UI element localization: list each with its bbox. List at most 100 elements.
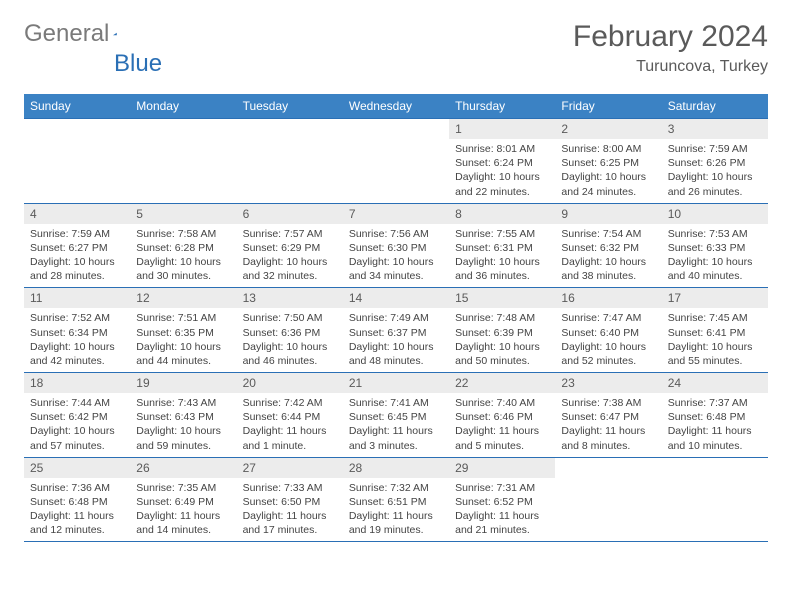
day-number: 19 (130, 373, 236, 393)
day-details: Sunrise: 7:57 AMSunset: 6:29 PMDaylight:… (237, 224, 343, 288)
day-number: 10 (662, 204, 768, 224)
day-number: 29 (449, 458, 555, 478)
day-details: Sunrise: 7:31 AMSunset: 6:52 PMDaylight:… (449, 478, 555, 542)
day-details: Sunrise: 7:59 AMSunset: 6:27 PMDaylight:… (24, 224, 130, 288)
calendar-day-cell: 21Sunrise: 7:41 AMSunset: 6:45 PMDayligh… (343, 373, 449, 458)
day-number: 7 (343, 204, 449, 224)
calendar-day-cell: 19Sunrise: 7:43 AMSunset: 6:43 PMDayligh… (130, 373, 236, 458)
calendar-day-cell: 22Sunrise: 7:40 AMSunset: 6:46 PMDayligh… (449, 373, 555, 458)
calendar-day-cell: 15Sunrise: 7:48 AMSunset: 6:39 PMDayligh… (449, 288, 555, 373)
calendar-header-row: SundayMondayTuesdayWednesdayThursdayFrid… (24, 94, 768, 119)
weekday-header: Sunday (24, 94, 130, 119)
calendar-day-cell: 27Sunrise: 7:33 AMSunset: 6:50 PMDayligh… (237, 457, 343, 542)
calendar-week-row: 18Sunrise: 7:44 AMSunset: 6:42 PMDayligh… (24, 373, 768, 458)
calendar-day-cell: 17Sunrise: 7:45 AMSunset: 6:41 PMDayligh… (662, 288, 768, 373)
logo-triangle-icon (113, 25, 117, 43)
title-block: February 2024 Turuncova, Turkey (573, 20, 768, 76)
calendar-empty-cell (662, 457, 768, 542)
day-details: Sunrise: 7:59 AMSunset: 6:26 PMDaylight:… (662, 139, 768, 203)
day-number: 11 (24, 288, 130, 308)
day-details: Sunrise: 7:49 AMSunset: 6:37 PMDaylight:… (343, 308, 449, 372)
day-details: Sunrise: 7:58 AMSunset: 6:28 PMDaylight:… (130, 224, 236, 288)
day-number: 13 (237, 288, 343, 308)
calendar-day-cell: 14Sunrise: 7:49 AMSunset: 6:37 PMDayligh… (343, 288, 449, 373)
day-number: 6 (237, 204, 343, 224)
day-number: 12 (130, 288, 236, 308)
weekday-header: Friday (555, 94, 661, 119)
calendar-week-row: 4Sunrise: 7:59 AMSunset: 6:27 PMDaylight… (24, 203, 768, 288)
day-number: 26 (130, 458, 236, 478)
day-details: Sunrise: 7:56 AMSunset: 6:30 PMDaylight:… (343, 224, 449, 288)
day-number: 21 (343, 373, 449, 393)
logo-word2: Blue (114, 50, 162, 78)
day-details: Sunrise: 8:00 AMSunset: 6:25 PMDaylight:… (555, 139, 661, 203)
calendar-day-cell: 8Sunrise: 7:55 AMSunset: 6:31 PMDaylight… (449, 203, 555, 288)
calendar-day-cell: 7Sunrise: 7:56 AMSunset: 6:30 PMDaylight… (343, 203, 449, 288)
location: Turuncova, Turkey (573, 58, 768, 76)
calendar-day-cell: 23Sunrise: 7:38 AMSunset: 6:47 PMDayligh… (555, 373, 661, 458)
weekday-header: Monday (130, 94, 236, 119)
day-number: 3 (662, 119, 768, 139)
day-number: 15 (449, 288, 555, 308)
calendar-day-cell: 1Sunrise: 8:01 AMSunset: 6:24 PMDaylight… (449, 119, 555, 204)
day-number: 24 (662, 373, 768, 393)
day-details: Sunrise: 7:45 AMSunset: 6:41 PMDaylight:… (662, 308, 768, 372)
day-details: Sunrise: 7:44 AMSunset: 6:42 PMDaylight:… (24, 393, 130, 457)
day-number: 22 (449, 373, 555, 393)
calendar-day-cell: 26Sunrise: 7:35 AMSunset: 6:49 PMDayligh… (130, 457, 236, 542)
day-number: 17 (662, 288, 768, 308)
day-details: Sunrise: 7:47 AMSunset: 6:40 PMDaylight:… (555, 308, 661, 372)
day-number: 14 (343, 288, 449, 308)
calendar-empty-cell (555, 457, 661, 542)
calendar-day-cell: 16Sunrise: 7:47 AMSunset: 6:40 PMDayligh… (555, 288, 661, 373)
day-details: Sunrise: 7:48 AMSunset: 6:39 PMDaylight:… (449, 308, 555, 372)
day-details: Sunrise: 7:42 AMSunset: 6:44 PMDaylight:… (237, 393, 343, 457)
day-number: 5 (130, 204, 236, 224)
calendar-empty-cell (343, 119, 449, 204)
day-details: Sunrise: 7:51 AMSunset: 6:35 PMDaylight:… (130, 308, 236, 372)
day-details: Sunrise: 7:52 AMSunset: 6:34 PMDaylight:… (24, 308, 130, 372)
logo-word1: General (24, 20, 109, 48)
calendar-day-cell: 20Sunrise: 7:42 AMSunset: 6:44 PMDayligh… (237, 373, 343, 458)
weekday-header: Saturday (662, 94, 768, 119)
day-number: 1 (449, 119, 555, 139)
calendar-day-cell: 25Sunrise: 7:36 AMSunset: 6:48 PMDayligh… (24, 457, 130, 542)
weekday-header: Thursday (449, 94, 555, 119)
day-details: Sunrise: 7:55 AMSunset: 6:31 PMDaylight:… (449, 224, 555, 288)
calendar-week-row: 1Sunrise: 8:01 AMSunset: 6:24 PMDaylight… (24, 119, 768, 204)
day-number: 16 (555, 288, 661, 308)
day-number: 18 (24, 373, 130, 393)
day-details: Sunrise: 7:32 AMSunset: 6:51 PMDaylight:… (343, 478, 449, 542)
calendar-day-cell: 3Sunrise: 7:59 AMSunset: 6:26 PMDaylight… (662, 119, 768, 204)
day-details: Sunrise: 7:38 AMSunset: 6:47 PMDaylight:… (555, 393, 661, 457)
day-number: 4 (24, 204, 130, 224)
calendar-day-cell: 2Sunrise: 8:00 AMSunset: 6:25 PMDaylight… (555, 119, 661, 204)
day-details: Sunrise: 7:37 AMSunset: 6:48 PMDaylight:… (662, 393, 768, 457)
calendar-day-cell: 29Sunrise: 7:31 AMSunset: 6:52 PMDayligh… (449, 457, 555, 542)
day-number: 27 (237, 458, 343, 478)
day-number: 25 (24, 458, 130, 478)
calendar-week-row: 11Sunrise: 7:52 AMSunset: 6:34 PMDayligh… (24, 288, 768, 373)
month-title: February 2024 (573, 20, 768, 54)
day-details: Sunrise: 8:01 AMSunset: 6:24 PMDaylight:… (449, 139, 555, 203)
day-details: Sunrise: 7:40 AMSunset: 6:46 PMDaylight:… (449, 393, 555, 457)
calendar-body: 1Sunrise: 8:01 AMSunset: 6:24 PMDaylight… (24, 119, 768, 542)
day-number: 2 (555, 119, 661, 139)
calendar-empty-cell (237, 119, 343, 204)
calendar-day-cell: 4Sunrise: 7:59 AMSunset: 6:27 PMDaylight… (24, 203, 130, 288)
weekday-header: Tuesday (237, 94, 343, 119)
day-number: 9 (555, 204, 661, 224)
logo: General (24, 20, 139, 48)
day-number: 8 (449, 204, 555, 224)
day-details: Sunrise: 7:53 AMSunset: 6:33 PMDaylight:… (662, 224, 768, 288)
weekday-header: Wednesday (343, 94, 449, 119)
calendar-table: SundayMondayTuesdayWednesdayThursdayFrid… (24, 94, 768, 542)
day-details: Sunrise: 7:43 AMSunset: 6:43 PMDaylight:… (130, 393, 236, 457)
calendar-day-cell: 28Sunrise: 7:32 AMSunset: 6:51 PMDayligh… (343, 457, 449, 542)
day-details: Sunrise: 7:33 AMSunset: 6:50 PMDaylight:… (237, 478, 343, 542)
calendar-day-cell: 10Sunrise: 7:53 AMSunset: 6:33 PMDayligh… (662, 203, 768, 288)
calendar-day-cell: 18Sunrise: 7:44 AMSunset: 6:42 PMDayligh… (24, 373, 130, 458)
day-number: 20 (237, 373, 343, 393)
day-details: Sunrise: 7:50 AMSunset: 6:36 PMDaylight:… (237, 308, 343, 372)
calendar-day-cell: 24Sunrise: 7:37 AMSunset: 6:48 PMDayligh… (662, 373, 768, 458)
